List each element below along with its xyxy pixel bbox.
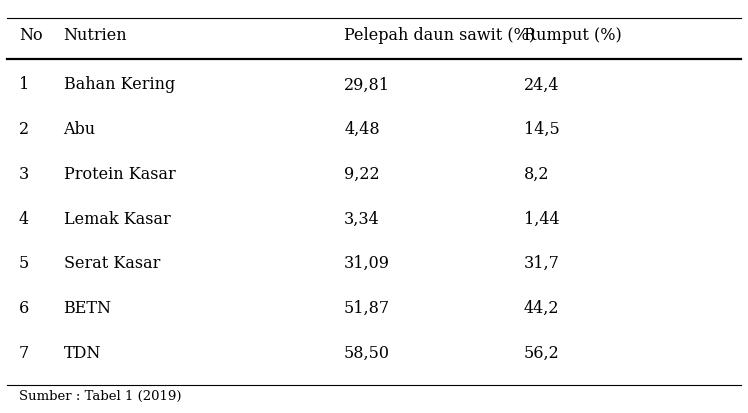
Text: 29,81: 29,81 bbox=[344, 76, 390, 93]
Text: 51,87: 51,87 bbox=[344, 299, 390, 316]
Text: No: No bbox=[19, 26, 43, 44]
Text: Sumber : Tabel 1 (2019): Sumber : Tabel 1 (2019) bbox=[19, 389, 181, 402]
Text: 3: 3 bbox=[19, 165, 29, 183]
Text: BETN: BETN bbox=[64, 299, 111, 316]
Text: 44,2: 44,2 bbox=[524, 299, 559, 316]
Text: 24,4: 24,4 bbox=[524, 76, 559, 93]
Text: 1,44: 1,44 bbox=[524, 210, 560, 227]
Text: 31,09: 31,09 bbox=[344, 254, 390, 272]
Text: 6: 6 bbox=[19, 299, 29, 316]
Text: Protein Kasar: Protein Kasar bbox=[64, 165, 175, 183]
Text: 4: 4 bbox=[19, 210, 29, 227]
Text: Serat Kasar: Serat Kasar bbox=[64, 254, 160, 272]
Text: Pelepah daun sawit (%): Pelepah daun sawit (%) bbox=[344, 26, 536, 44]
Text: 5: 5 bbox=[19, 254, 29, 272]
Text: 3,34: 3,34 bbox=[344, 210, 380, 227]
Text: 56,2: 56,2 bbox=[524, 344, 560, 361]
Text: 7: 7 bbox=[19, 344, 29, 361]
Text: 9,22: 9,22 bbox=[344, 165, 380, 183]
Text: 58,50: 58,50 bbox=[344, 344, 390, 361]
Text: 14,5: 14,5 bbox=[524, 121, 560, 138]
Text: Bahan Kering: Bahan Kering bbox=[64, 76, 175, 93]
Text: 31,7: 31,7 bbox=[524, 254, 560, 272]
Text: TDN: TDN bbox=[64, 344, 101, 361]
Text: 4,48: 4,48 bbox=[344, 121, 380, 138]
Text: 8,2: 8,2 bbox=[524, 165, 549, 183]
Text: Lemak Kasar: Lemak Kasar bbox=[64, 210, 171, 227]
Text: 2: 2 bbox=[19, 121, 29, 138]
Text: Nutrien: Nutrien bbox=[64, 26, 127, 44]
Text: 1: 1 bbox=[19, 76, 29, 93]
Text: Abu: Abu bbox=[64, 121, 96, 138]
Text: Rumput (%): Rumput (%) bbox=[524, 26, 622, 44]
